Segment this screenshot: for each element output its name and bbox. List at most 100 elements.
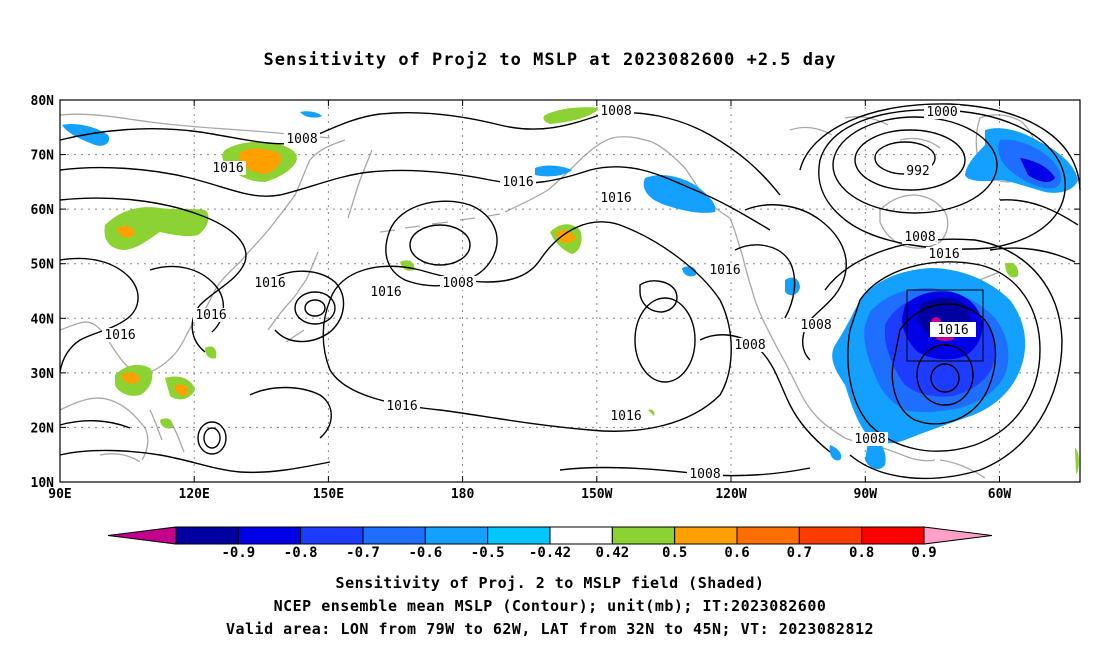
colorbar-segment <box>362 526 426 545</box>
valid-area-box <box>906 289 984 362</box>
colorbar-label: 0.5 <box>662 545 687 561</box>
colorbar-label: 0.7 <box>787 545 812 561</box>
colorbar-segment <box>611 526 676 545</box>
colorbar-label: -0.42 <box>529 545 571 561</box>
lon-label: 120E <box>179 487 210 502</box>
colorbar-segment <box>674 526 738 545</box>
colorbar-label: 0.6 <box>724 545 749 561</box>
lon-label: 90W <box>854 487 878 502</box>
contour-label-bg <box>284 132 320 146</box>
contour-label: 1000 <box>926 105 957 120</box>
lat-label: 50N <box>31 258 55 273</box>
contour-label: 1008 <box>442 276 473 291</box>
contour-label: 1008 <box>734 338 765 353</box>
contour-label: 1016 <box>502 175 533 190</box>
lon-label: 60W <box>988 487 1012 502</box>
caption-shaded: Sensitivity of Proj. 2 to MSLP field (Sh… <box>335 574 765 592</box>
lon-label: 90E <box>48 487 71 502</box>
contour-labels: 1008 1000 992 1008 1016 1016 1008 1016 1016 1008 1… <box>102 104 976 482</box>
contour-label-bg <box>368 285 404 299</box>
colorbar: -0.9 -0.8 -0.7 -0.6 -0.5 -0.42 0.42 0.5 0.6 0.7 0.… <box>107 526 993 561</box>
contour-label: 1016 <box>600 191 631 206</box>
colorbar-label: -0.7 <box>346 545 380 561</box>
colorbar-label: -0.5 <box>471 545 505 561</box>
contour-label: 1016 <box>212 161 243 176</box>
colorbar-segment <box>237 526 302 545</box>
coastlines <box>59 113 1037 479</box>
colorbar-label: -0.8 <box>284 545 318 561</box>
lon-label: 120W <box>715 487 746 502</box>
longitude-labels: 90E 120E 150E 180 150W 120W 90W 60W <box>48 487 1011 502</box>
colorbar-segment <box>175 526 239 545</box>
contour-label-bg <box>598 191 634 205</box>
contour-label-bg <box>440 276 476 290</box>
contour-label: 1008 <box>286 132 317 147</box>
latitude-labels: 80N 70N 60N 50N 40N 30N 20N 10N <box>31 94 55 491</box>
contour-label-bg <box>852 432 888 446</box>
contour-label: 1008 <box>904 230 935 245</box>
contour-label-bg <box>608 409 644 423</box>
contour-label-bg <box>210 161 246 175</box>
lon-label: 150E <box>313 487 344 502</box>
contour-label: 1016 <box>386 399 417 414</box>
contour-label-bg <box>252 276 288 290</box>
map-frame <box>59 99 1081 483</box>
caption-contour: NCEP ensemble mean MSLP (Contour); unit(… <box>273 597 827 615</box>
contour-label: 1016 <box>195 308 226 323</box>
map-title: Sensitivity of Proj2 to MSLP at 20230826… <box>263 50 837 70</box>
caption-valid-area: Valid area: LON from 79W to 62W, LAT fro… <box>225 620 875 638</box>
colorbar-segment <box>300 526 364 545</box>
contour-label: 1008 <box>800 318 831 333</box>
lat-label: 60N <box>31 203 55 218</box>
colorbar-label: 0.9 <box>911 545 936 561</box>
contour-label-bg <box>904 164 932 178</box>
colorbar-segment <box>487 526 551 545</box>
valid-box-label: 1016 <box>937 323 968 338</box>
contour-label: 1016 <box>254 276 285 291</box>
contour-label-bg <box>926 247 962 261</box>
colorbar-label: 0.42 <box>595 545 629 561</box>
colorbar-label: 0.8 <box>849 545 874 561</box>
colorbar-segment <box>861 526 925 545</box>
contour-label-bg <box>384 399 420 413</box>
contour-label: 1008 <box>854 432 885 447</box>
lon-label: 180 <box>451 487 475 502</box>
map-panel: 1008 1000 992 1008 1016 1016 1008 1016 1016 1008 1… <box>59 100 1081 482</box>
contour-label-bg <box>902 230 938 244</box>
contour-label: 1016 <box>610 409 641 424</box>
contour-label-bg <box>598 104 634 118</box>
lon-label: 150W <box>581 487 612 502</box>
lat-label: 10N <box>31 476 55 491</box>
lat-label: 40N <box>31 312 55 327</box>
contour-label-bg <box>798 318 834 332</box>
contour-label: 1016 <box>370 285 401 300</box>
contour-label-bg <box>707 263 743 277</box>
lat-label: 70N <box>31 149 55 164</box>
colorbar-left-triangle <box>107 526 177 545</box>
contour-label: 1016 <box>709 263 740 278</box>
contour-label: 1016 <box>928 247 959 262</box>
lat-label: 30N <box>31 367 55 382</box>
colorbar-segment <box>424 526 489 545</box>
colorbar-right-triangle <box>923 526 993 545</box>
contour-label-bg <box>924 105 960 119</box>
lat-label: 20N <box>31 421 55 436</box>
colorbar-segment <box>798 526 863 545</box>
colorbar-label: -0.6 <box>408 545 442 561</box>
axis-ticks <box>60 99 1080 482</box>
colorbar-segment <box>736 526 800 545</box>
contour-label-bg <box>500 175 536 189</box>
contour-label-bg <box>732 338 768 352</box>
mslp-contours <box>59 103 1081 480</box>
contour-label: 1016 <box>104 328 135 343</box>
valid-box-label-bg <box>930 322 976 337</box>
colorbar-segment <box>549 526 613 545</box>
contour-label-bg <box>102 328 138 342</box>
contour-label-bg <box>193 308 229 322</box>
lat-label: 80N <box>31 94 55 109</box>
contour-label: 992 <box>906 164 929 179</box>
contour-label: 1008 <box>600 104 631 119</box>
contour-label-bg <box>687 467 723 481</box>
colorbar-label: -0.9 <box>221 545 255 561</box>
